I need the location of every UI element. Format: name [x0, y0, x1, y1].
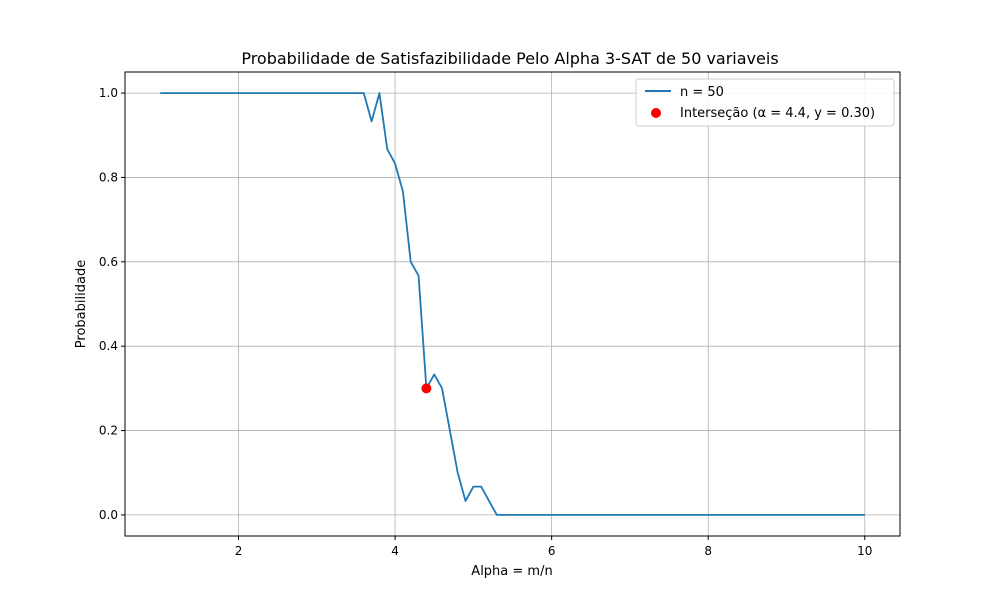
intersection-point: [421, 383, 432, 394]
y-tick-label: 0.4: [99, 339, 118, 353]
x-tick-label: 8: [704, 544, 712, 558]
x-tick-label: 10: [857, 544, 872, 558]
series-line: [160, 92, 865, 516]
y-tick-label: 0.2: [99, 424, 118, 438]
y-tick-label: 1.0: [99, 86, 118, 100]
legend: n = 50 Interseção (α = 4.4, y = 0.30): [635, 78, 895, 127]
plot-area: [125, 72, 900, 536]
x-ticks: 2 4 6 8 10: [235, 536, 872, 558]
chart-title: Probabilidade de Satisfazibilidade Pelo …: [241, 49, 778, 68]
legend-entry-series: n = 50: [680, 85, 724, 100]
series-layer: [160, 92, 865, 516]
y-ticks: 0.0 0.2 0.4 0.6 0.8 1.0: [99, 86, 125, 522]
x-tick-label: 4: [391, 544, 399, 558]
y-tick-label: 0.0: [99, 508, 118, 522]
x-axis-label: Alpha = m/n: [471, 564, 552, 579]
legend-point-swatch: [651, 108, 661, 118]
y-tick-label: 0.6: [99, 255, 118, 269]
x-tick-label: 2: [235, 544, 243, 558]
x-tick-label: 6: [548, 544, 556, 558]
legend-entry-point: Interseção (α = 4.4, y = 0.30): [680, 106, 875, 121]
y-tick-label: 0.8: [99, 170, 118, 184]
plot-frame: [124, 71, 901, 537]
legend-box: [635, 78, 895, 127]
y-axis-label: Probabilidade: [74, 260, 89, 348]
